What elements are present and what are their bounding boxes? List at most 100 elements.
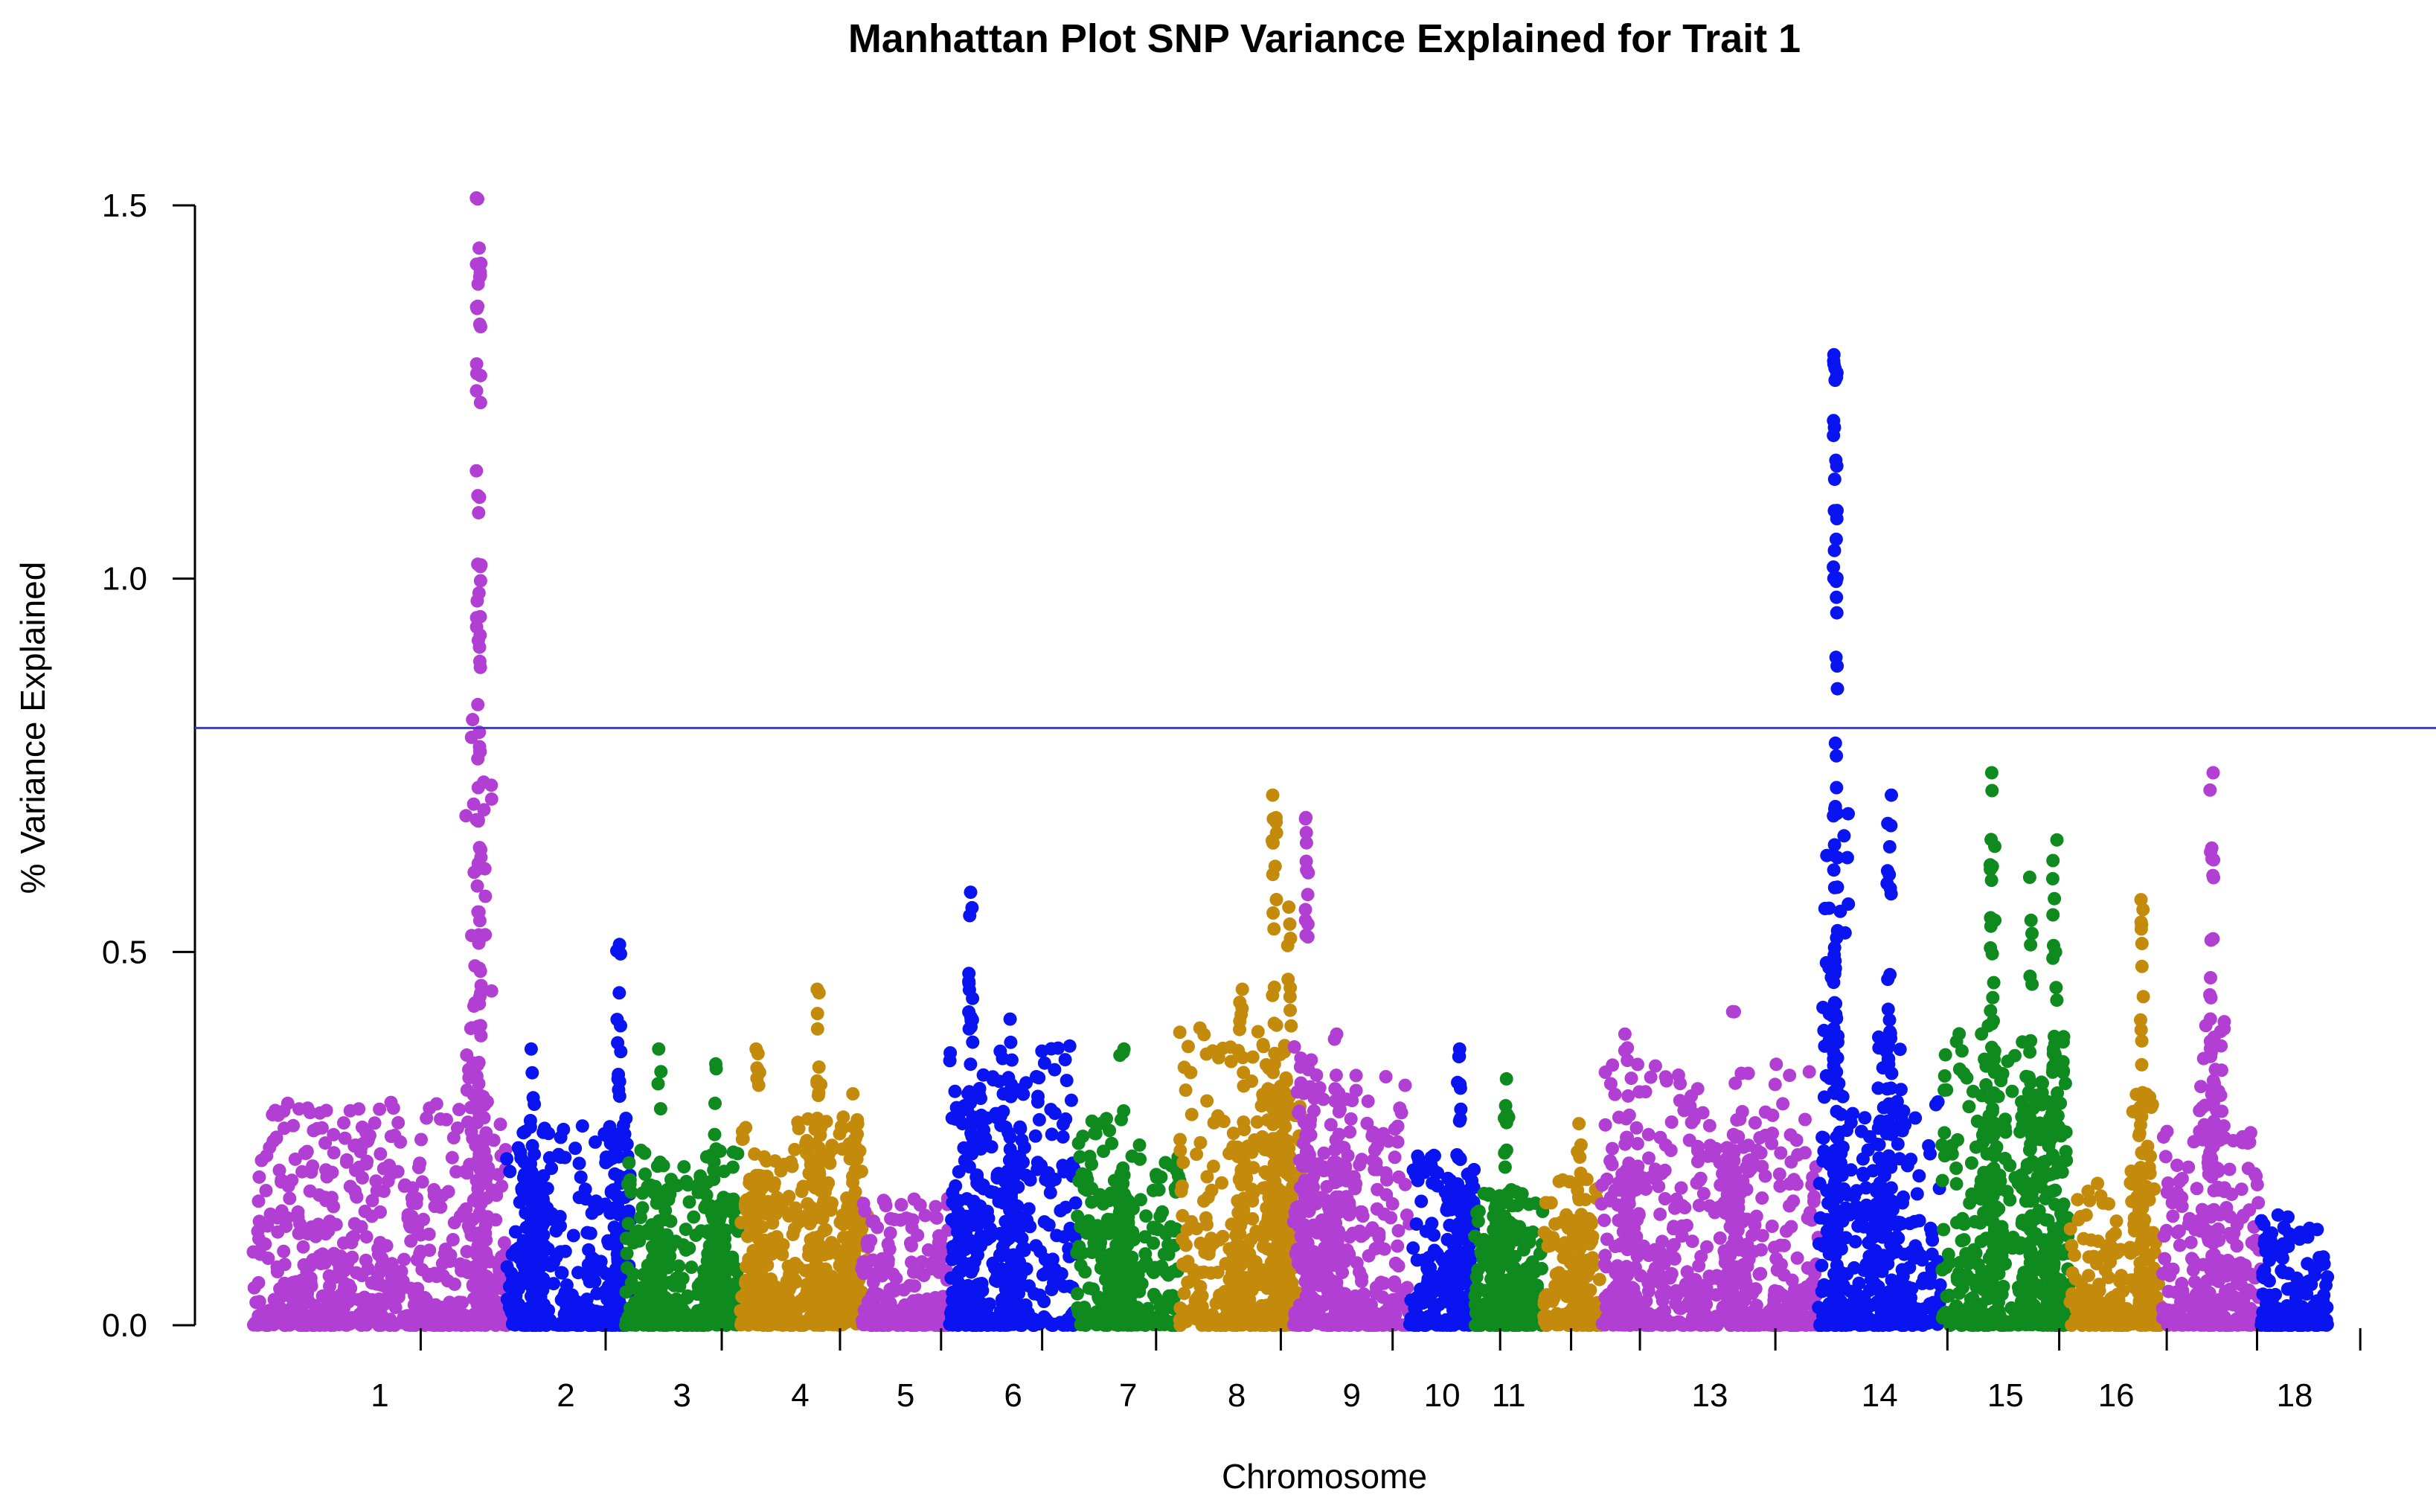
snp-point [1303, 1084, 1317, 1098]
snp-point [1117, 1187, 1131, 1201]
snp-point [291, 1211, 305, 1224]
snp-point [967, 1255, 981, 1269]
snp-point [599, 1150, 613, 1165]
snp-point [620, 1246, 634, 1260]
snp-point [1001, 1071, 1016, 1085]
snp-point [1342, 1208, 1356, 1222]
snp-point [638, 1167, 652, 1181]
snp-point [478, 928, 493, 942]
snp-point [818, 1315, 833, 1329]
snp-point [812, 1165, 826, 1179]
snp-point [717, 1297, 731, 1311]
snp-point [478, 1156, 491, 1170]
snp-point [1370, 1241, 1384, 1255]
snp-point [1123, 1310, 1137, 1323]
snp-point [704, 1228, 718, 1242]
snp-point [274, 1290, 288, 1304]
snp-point [1250, 1115, 1264, 1129]
snp-point [709, 1062, 723, 1076]
snp-point [471, 697, 485, 711]
snp-point [473, 574, 487, 588]
snp-point [468, 996, 482, 1010]
snp-point [526, 1091, 540, 1105]
snp-point [969, 1218, 983, 1232]
snp-point [525, 1138, 539, 1153]
snp-point [1353, 1158, 1367, 1172]
snp-point [787, 1222, 801, 1236]
snp-point [1256, 1037, 1270, 1051]
snp-point [414, 1133, 428, 1147]
snp-point [1215, 1176, 1228, 1190]
snp-point [1492, 1227, 1506, 1241]
snp-point [1266, 812, 1280, 826]
snp-point [474, 320, 487, 334]
snp-point [760, 1154, 774, 1168]
snp-point [467, 865, 481, 880]
snp-point [471, 192, 484, 206]
snp-point [913, 1198, 927, 1212]
snp-point [1146, 1183, 1160, 1197]
snp-point [751, 1047, 765, 1060]
snp-point [1028, 1129, 1042, 1143]
snp-point [337, 1116, 350, 1130]
snp-point [470, 879, 484, 893]
snp-point [1269, 893, 1283, 906]
snp-point [747, 1254, 761, 1268]
snp-point [964, 1265, 978, 1279]
snp-point [989, 1106, 1003, 1121]
snp-point [1507, 1229, 1521, 1243]
snp-point [716, 1279, 730, 1293]
snp-point [1501, 1214, 1515, 1228]
snp-point [1045, 1283, 1059, 1296]
snp-point [1036, 1268, 1050, 1282]
snp-point [1206, 1159, 1220, 1173]
snp-point [1189, 1312, 1203, 1326]
snp-point [359, 1230, 374, 1244]
snp-point [609, 1189, 624, 1202]
snp-point [1080, 1220, 1094, 1234]
snp-point [1541, 1239, 1555, 1253]
snp-point [483, 1316, 497, 1330]
chromosome-4-points [734, 982, 875, 1332]
snp-point [1285, 1276, 1299, 1290]
snp-point [1103, 1221, 1118, 1235]
snp-point [903, 1236, 917, 1250]
snp-point [1266, 868, 1280, 882]
snp-point [1217, 1115, 1231, 1129]
snp-point [537, 1298, 551, 1312]
snp-point [460, 1166, 474, 1180]
snp-point [474, 842, 487, 856]
snp-point [1498, 1146, 1512, 1160]
snp-point [836, 1217, 850, 1231]
snp-point [803, 1199, 817, 1214]
snp-point [1501, 1251, 1516, 1264]
snp-point [1003, 1142, 1017, 1156]
snp-point [467, 797, 481, 811]
snp-point [1296, 1136, 1310, 1150]
snp-point [603, 1206, 618, 1220]
snp-point [410, 1253, 424, 1266]
snp-point [883, 1226, 897, 1240]
snp-point [445, 1150, 459, 1165]
snp-point [1329, 1082, 1342, 1096]
snp-point [803, 1297, 817, 1311]
snp-point [664, 1173, 678, 1187]
snp-point [1073, 1150, 1087, 1164]
snp-point [1242, 1310, 1256, 1324]
snp-point [477, 803, 491, 817]
snp-point [915, 1255, 929, 1269]
snp-point [1158, 1317, 1173, 1331]
snp-point [1539, 1196, 1553, 1210]
snp-point [1228, 1286, 1242, 1300]
snp-point [472, 744, 487, 758]
snp-point [1336, 1162, 1350, 1176]
snp-point [1173, 1133, 1187, 1147]
snp-point [520, 1173, 533, 1187]
snp-point [591, 1202, 605, 1216]
snp-point [1134, 1193, 1147, 1207]
snp-point [709, 1142, 723, 1156]
snp-point [464, 1022, 478, 1036]
snp-point [1299, 854, 1313, 868]
snp-point [638, 1146, 652, 1160]
